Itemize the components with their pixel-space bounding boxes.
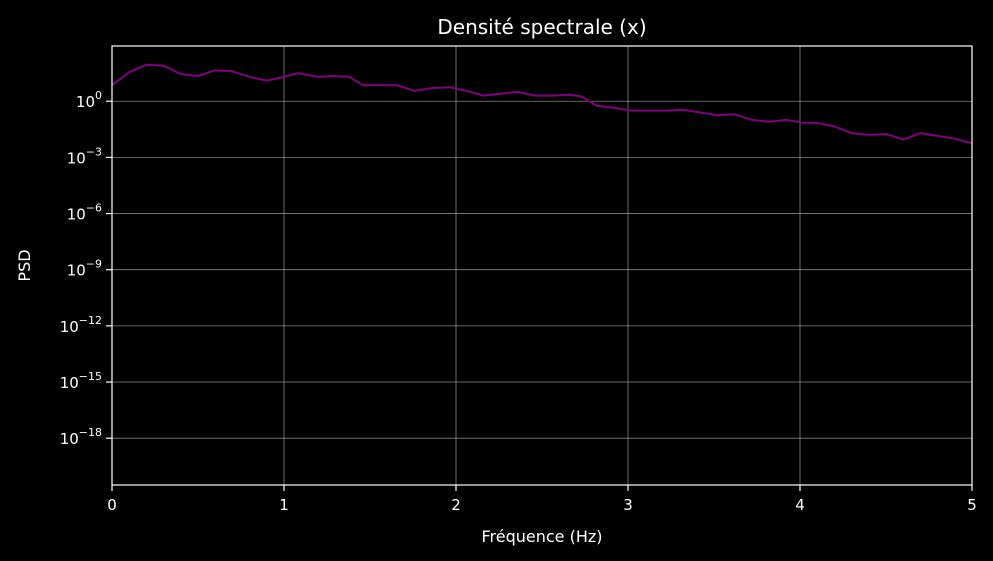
x-axis-ticks: 0 1 2 3 4 5 [107, 485, 977, 514]
y-axis-ticks: 100 10−3 10−6 10−9 10−12 10−15 10−18 [60, 89, 112, 448]
x-tick-label: 1 [279, 496, 289, 514]
x-tick-label: 2 [451, 496, 461, 514]
series-layer [111, 63, 973, 145]
plot-frame [111, 45, 973, 486]
x-tick-label: 5 [967, 496, 977, 514]
x-axis-label: Fréquence (Hz) [481, 527, 602, 546]
y-axis-label: PSD [15, 249, 34, 281]
x-tick-label: 0 [107, 496, 117, 514]
x-tick-label: 4 [795, 496, 805, 514]
grid [111, 46, 973, 485]
y-tick-label: 10−12 [60, 314, 102, 336]
y-tick-label: 10−15 [60, 370, 102, 392]
y-tick-label: 10−9 [67, 258, 102, 280]
chart-title: Densité spectrale (x) [437, 15, 646, 39]
psd-series-line [111, 63, 973, 145]
y-tick-label: 10−18 [60, 426, 102, 448]
y-tick-label: 10−3 [67, 145, 102, 167]
y-tick-label: 100 [76, 89, 102, 111]
x-tick-label: 3 [623, 496, 633, 514]
y-tick-label: 10−6 [67, 202, 102, 224]
